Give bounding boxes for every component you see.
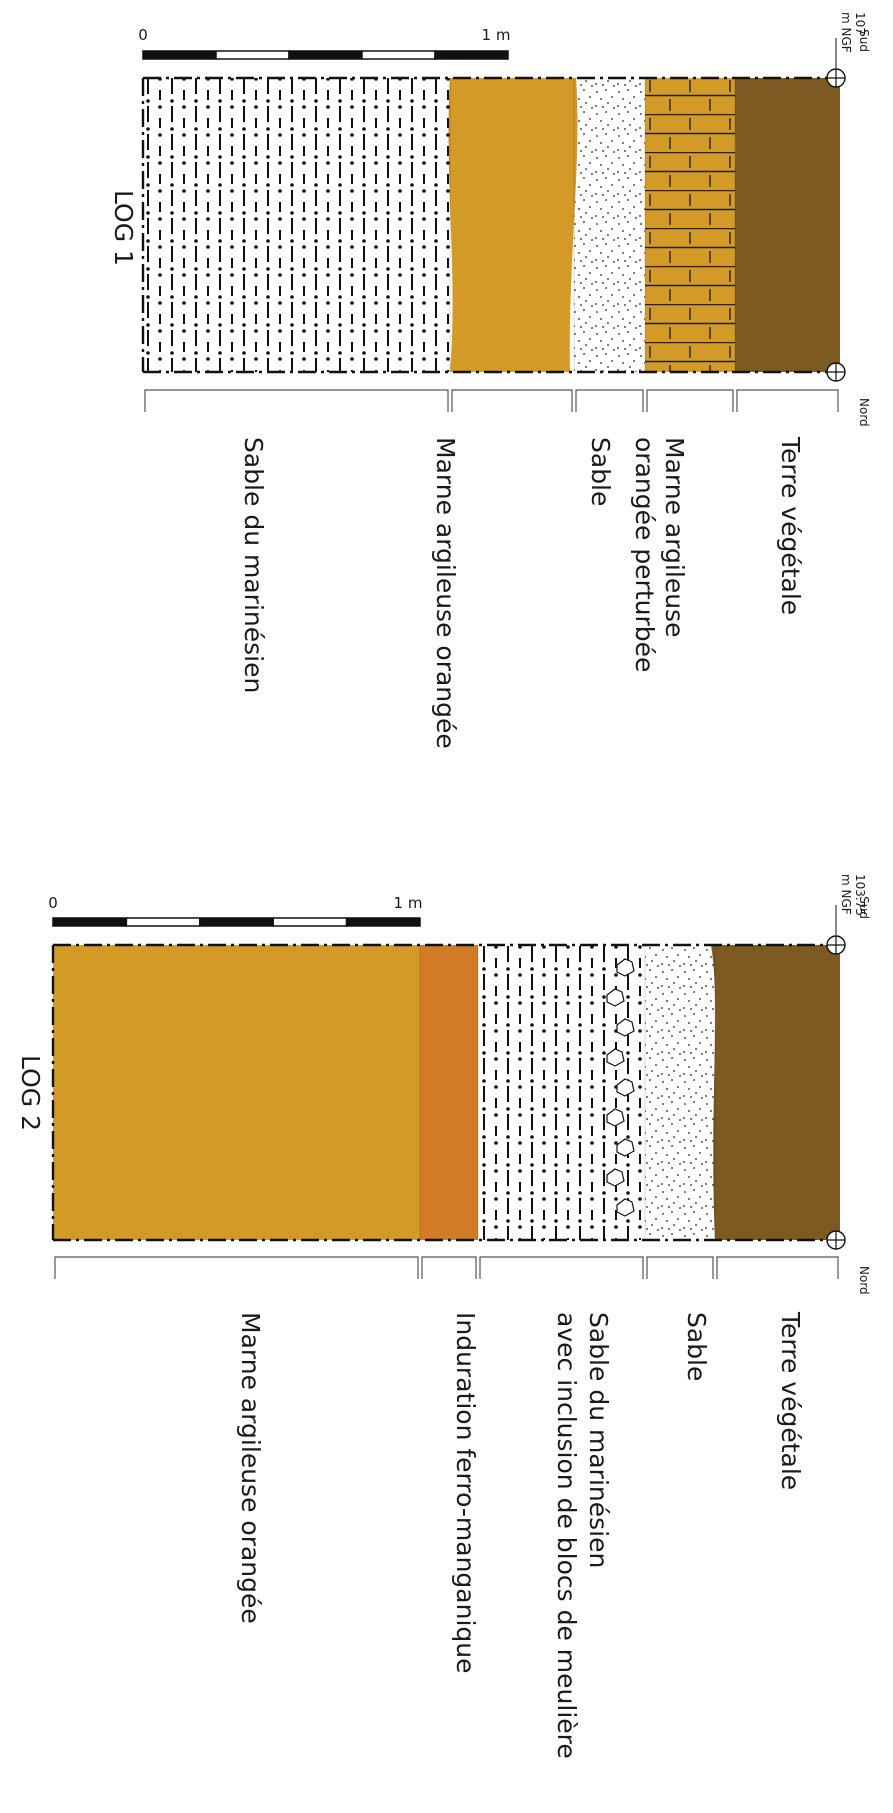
log-title: LOG 2: [16, 1055, 45, 1131]
layer-label: Sable du marinésien: [239, 437, 268, 693]
scale-bar-segment: [142, 50, 217, 60]
layer-label: Marne argileuse: [660, 437, 689, 637]
layer-2-fill: [645, 78, 735, 372]
meuliere-block: [606, 988, 625, 1007]
layer-bracket: [646, 389, 734, 412]
scale-zero-label: 0: [48, 894, 58, 912]
layer-3-fill: [574, 78, 645, 372]
elevation-unit: m NGF: [839, 874, 853, 915]
layer-4-fill: [448, 78, 578, 372]
layer-label: orangée perturbée: [630, 437, 659, 672]
layer-bracket: [479, 1256, 644, 1279]
scale-bar-segment: [125, 917, 201, 927]
layer-label: Sable: [682, 1312, 711, 1381]
layer-label: Sable: [586, 437, 615, 506]
log-2-group: LOG 2 0 1 m Terre végétale Sable Sable du mar…: [16, 874, 871, 1759]
layer-bracket: [716, 1256, 839, 1279]
north-label: Nord: [857, 398, 871, 427]
meuliere-block: [616, 958, 635, 977]
scale-bar-segment: [288, 50, 363, 60]
scale-bar-segment: [199, 917, 274, 927]
layer-3-fill: [478, 945, 645, 1240]
meuliere-block: [616, 1198, 635, 1217]
elevation-value: 103.75: [853, 874, 867, 916]
layer-5-fill: [143, 78, 450, 372]
scale-bar-segment: [361, 50, 436, 60]
scale-bar-segment: [345, 917, 421, 927]
layer-bracket: [575, 389, 644, 412]
meuliere-block: [606, 1168, 625, 1187]
meuliere-block: [606, 1048, 625, 1067]
layer-label: Marne argileuse orangée: [431, 437, 460, 749]
layer-bracket: [646, 1256, 714, 1279]
scale-bar-segment: [434, 50, 509, 60]
scale-zero-label: 0: [138, 26, 148, 44]
layer-label: Terre végétale: [776, 1311, 805, 1490]
layer-bracket: [144, 389, 449, 412]
layer-label: Sable du marinésien: [584, 1312, 613, 1568]
elevation-unit: m NGF: [839, 12, 853, 53]
scale-bar-segment: [52, 917, 128, 927]
scale-bar-segment: [272, 917, 348, 927]
meuliere-block: [616, 1078, 635, 1097]
south-label: Sud: [857, 29, 871, 52]
layer-2-fill: [645, 945, 715, 1240]
log-title: LOG 1: [109, 190, 138, 266]
north-label: Nord: [857, 1266, 871, 1295]
layer-bracket: [451, 389, 573, 412]
meuliere-block: [606, 1108, 625, 1127]
layer-1-fill: [711, 945, 840, 1240]
layer-label: Induration ferro-manganique: [451, 1312, 480, 1674]
layer-bracket: [421, 1256, 477, 1279]
meuliere-block: [616, 1018, 635, 1037]
layer-label: avec inclusion de blocs de meulière: [552, 1312, 581, 1759]
layer-label: Marne argileuse orangée: [236, 1312, 265, 1624]
layer-bracket: [736, 389, 839, 412]
layer-1-fill: [731, 78, 840, 372]
layer-bracket: [54, 1256, 419, 1279]
scale-one-label: 1 m: [394, 894, 423, 912]
elevation-value: 107: [853, 12, 867, 35]
scale-bar-segment: [215, 50, 290, 60]
scale-one-label: 1 m: [482, 26, 511, 44]
log-1-group: LOG 1 0 1 m Terre végétale Marne argileuseor…: [109, 12, 871, 749]
south-label: Sud: [857, 896, 871, 919]
meuliere-block: [616, 1138, 635, 1157]
layer-4-fill: [420, 945, 478, 1240]
layer-label: Terre végétale: [776, 436, 805, 615]
layer-5-fill: [53, 945, 420, 1240]
